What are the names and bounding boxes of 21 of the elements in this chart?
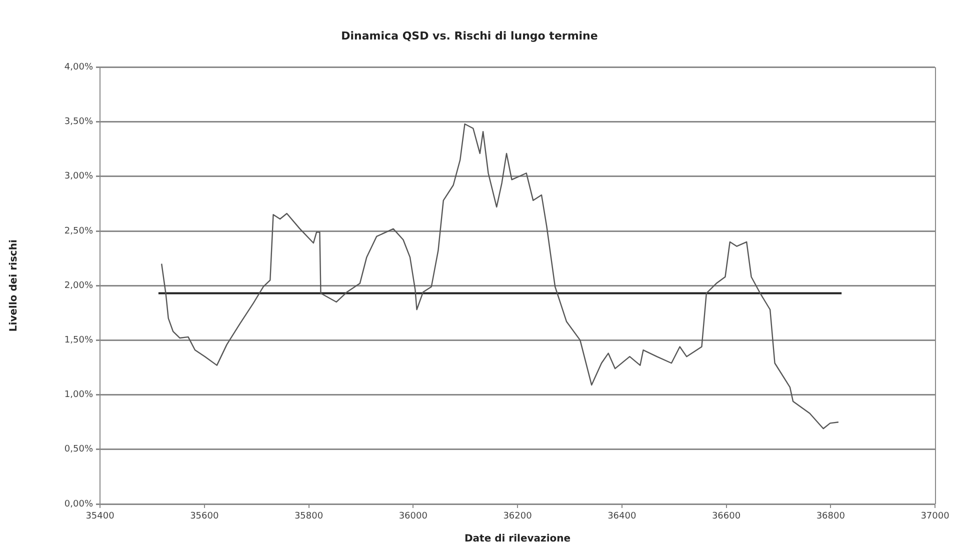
x-tick-label: 36600: [712, 512, 741, 522]
x-tick-label: 36400: [608, 512, 636, 522]
y-tick-label: 0,50%: [64, 444, 94, 455]
x-tick-label: 35600: [190, 512, 219, 522]
chart-title: Dinamica QSD vs. Rischi di lungo termine: [341, 29, 598, 42]
y-tick-label: 3,00%: [64, 172, 94, 182]
y-tick-label: 4,00%: [64, 62, 94, 73]
y-tick-label: 2,50%: [64, 226, 94, 236]
x-tick-label: 35400: [86, 512, 115, 522]
x-tick-label: 36200: [503, 512, 532, 522]
x-tick-label: 36000: [398, 512, 428, 522]
x-axis-title: Date di rilevazione: [464, 534, 571, 545]
y-tick-label: 1,00%: [64, 390, 94, 400]
y-tick-label: 0,00%: [64, 499, 94, 510]
y-axis-title: Livello dei rischi: [8, 240, 20, 332]
x-tick-label: 36800: [816, 512, 846, 522]
y-tick-label: 3,50%: [64, 117, 94, 128]
y-tick-label: 2,00%: [64, 280, 94, 291]
x-tick-label: 37000: [920, 512, 950, 522]
y-tick-label: 1,50%: [64, 336, 94, 346]
x-tick-label: 35800: [294, 512, 324, 522]
